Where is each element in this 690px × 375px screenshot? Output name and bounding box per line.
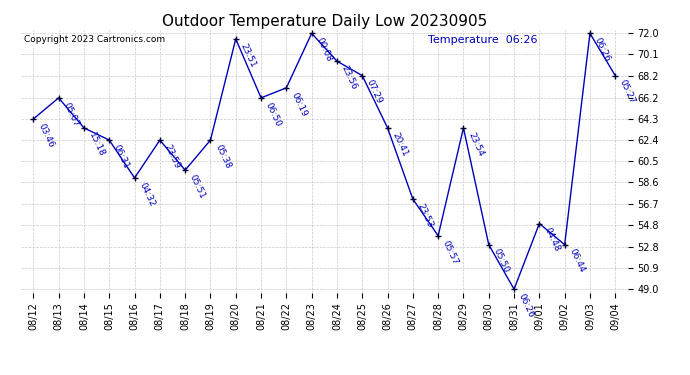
Title: Outdoor Temperature Daily Low 20230905: Outdoor Temperature Daily Low 20230905 — [161, 14, 487, 29]
Text: 06:44: 06:44 — [567, 248, 586, 274]
Text: 05:27: 05:27 — [618, 78, 637, 105]
Text: 06:26: 06:26 — [593, 36, 612, 63]
Text: 06:26: 06:26 — [517, 292, 536, 319]
Text: Copyright 2023 Cartronics.com: Copyright 2023 Cartronics.com — [23, 35, 165, 44]
Text: 04:32: 04:32 — [137, 181, 157, 208]
Text: 05:50: 05:50 — [491, 248, 511, 275]
Text: 05:57: 05:57 — [441, 238, 460, 266]
Text: 23:53: 23:53 — [415, 202, 435, 229]
Text: 06:19: 06:19 — [289, 91, 308, 118]
Text: 06:31: 06:31 — [112, 143, 131, 170]
Text: 07:29: 07:29 — [365, 78, 384, 105]
Text: 05:07: 05:07 — [61, 100, 81, 128]
Text: 23:56: 23:56 — [339, 64, 359, 91]
Text: 03:46: 03:46 — [36, 122, 55, 149]
Text: 04:48: 04:48 — [542, 226, 561, 254]
Text: Temperature  06:26: Temperature 06:26 — [428, 35, 537, 45]
Text: 23:59: 23:59 — [163, 143, 181, 170]
Text: 23:54: 23:54 — [466, 130, 485, 158]
Text: 20:41: 20:41 — [391, 130, 409, 158]
Text: 23:51: 23:51 — [239, 42, 257, 69]
Text: 06:50: 06:50 — [264, 100, 283, 128]
Text: 15:18: 15:18 — [87, 130, 106, 158]
Text: 05:38: 05:38 — [213, 143, 233, 170]
Text: 00:08: 00:08 — [315, 36, 333, 63]
Text: 05:51: 05:51 — [188, 173, 207, 200]
